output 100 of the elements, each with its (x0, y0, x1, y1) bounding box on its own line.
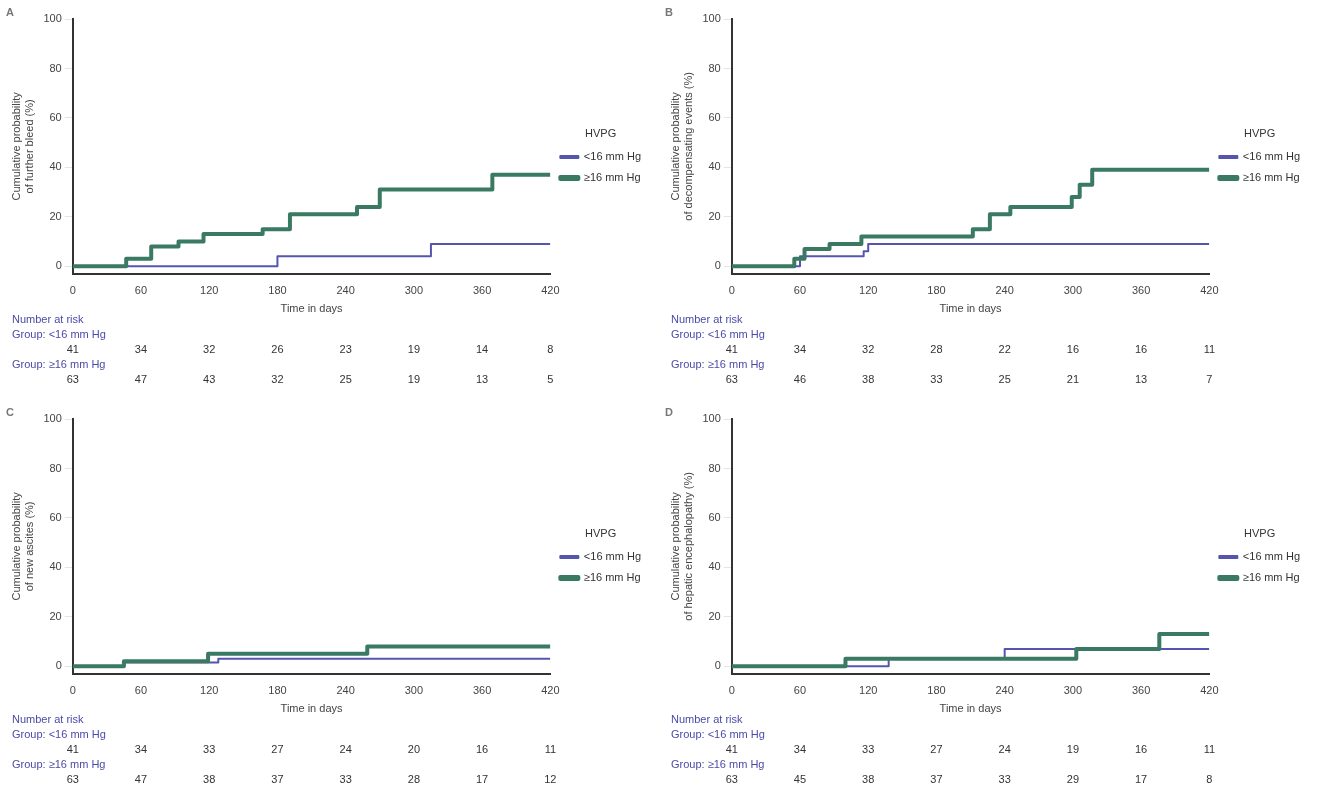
x-tick-label: 60 (134, 284, 148, 297)
text: 63 47 38 37 33 28 17 12 (66, 773, 557, 786)
x-axis-title: Time in days (280, 702, 344, 715)
x-tick-label: 60 (793, 284, 807, 297)
y-tick-label: 100 (702, 412, 721, 425)
legend-label: ≥16 mm Hg (583, 571, 641, 584)
x-tick-label: 420 (541, 684, 560, 697)
x-tick-label: 240 (336, 284, 355, 297)
x-tick-label: 120 (859, 284, 878, 297)
legend-label: ≥16 mm Hg (1242, 171, 1300, 184)
text: Group: ≥16 mm Hg (671, 758, 765, 771)
x-tick-label: 60 (793, 684, 807, 697)
chart-title: C (6, 405, 14, 418)
y-tick-label: 60 (708, 511, 721, 524)
y-axis-title: Cumulative probability of hepatic encephalopathy (%) (668, 472, 694, 621)
text: Group: <16 mm Hg (671, 328, 765, 341)
x-tick-label: 300 (404, 284, 424, 297)
chart-title: B (665, 5, 673, 18)
x-tick-label: 120 (859, 684, 878, 697)
text: Number at risk (12, 713, 85, 726)
text: 41 34 32 26 23 19 14 8 (66, 343, 554, 356)
x-tick-label: 180 (268, 684, 287, 697)
y-axis-title: Cumulative probability of decompensating events (%) (668, 72, 694, 221)
x-tick-label: 420 (1200, 684, 1219, 697)
x-tick-label: 0 (728, 684, 735, 697)
x-axis-title: Time in days (280, 302, 344, 315)
text: Number at risk (671, 713, 744, 726)
x-axis-title: Time in days (939, 702, 1003, 715)
y-tick-label: 80 (708, 61, 721, 74)
text: 41 34 33 27 24 19 16 11 (725, 743, 1216, 756)
y-tick-label: 80 (49, 461, 62, 474)
text: 63 46 38 33 25 21 13 7 (725, 373, 1213, 386)
legend-label: <16 mm Hg (1242, 150, 1301, 163)
y-axis-title: Cumulative probability of new ascites (%) (9, 491, 35, 601)
x-tick-label: 420 (1200, 284, 1219, 297)
y-tick-label: 20 (49, 609, 62, 622)
legend-label: ≥16 mm Hg (1242, 571, 1300, 584)
x-tick-label: 120 (200, 684, 219, 697)
y-tick-label: 0 (714, 659, 721, 672)
y-tick-label: 100 (702, 12, 721, 25)
x-tick-label: 0 (69, 284, 76, 297)
x-tick-label: 120 (200, 284, 219, 297)
x-tick-label: 300 (1063, 684, 1083, 697)
y-tick-label: 40 (49, 560, 62, 573)
legend-label: <16 mm Hg (583, 150, 642, 163)
y-tick-label: 20 (708, 609, 721, 622)
y-tick-label: 20 (708, 209, 721, 222)
text: Group: ≥16 mm Hg (12, 758, 106, 771)
y-tick-label: 0 (55, 259, 62, 272)
y-tick-label: 60 (49, 511, 62, 524)
text: 41 34 33 27 24 20 16 11 (66, 743, 557, 756)
y-tick-label: 0 (55, 659, 62, 672)
x-tick-label: 300 (1063, 284, 1083, 297)
x-tick-label: 240 (995, 684, 1014, 697)
y-tick-label: 20 (49, 209, 62, 222)
x-tick-label: 180 (268, 284, 287, 297)
text: 63 47 43 32 25 19 13 5 (66, 373, 554, 386)
x-tick-label: 300 (404, 684, 424, 697)
text: Group: <16 mm Hg (12, 328, 106, 341)
x-tick-label: 240 (336, 684, 355, 697)
y-tick-label: 80 (49, 61, 62, 74)
y-tick-label: 0 (714, 259, 721, 272)
legend-title: HVPG (1244, 126, 1276, 139)
y-axis-title: Cumulative probability of further bleed (%) (9, 91, 35, 201)
legend-title: HVPG (1244, 526, 1276, 539)
x-tick-label: 360 (472, 284, 492, 297)
x-tick-label: 180 (927, 284, 946, 297)
y-tick-label: 60 (708, 111, 721, 124)
x-axis-title: Time in days (939, 302, 1003, 315)
legend-label: ≥16 mm Hg (583, 171, 641, 184)
x-tick-label: 0 (728, 284, 735, 297)
y-tick-label: 40 (708, 160, 721, 173)
chart-title: D (665, 405, 673, 418)
legend-title: HVPG (585, 526, 617, 539)
x-tick-label: 180 (927, 684, 946, 697)
x-tick-label: 240 (995, 284, 1014, 297)
chart-title: A (6, 5, 14, 18)
y-tick-label: 40 (708, 560, 721, 573)
text: Group: ≥16 mm Hg (12, 358, 106, 371)
y-tick-label: 60 (49, 111, 62, 124)
legend-label: <16 mm Hg (583, 550, 642, 563)
text: Number at risk (671, 313, 744, 326)
x-tick-label: 360 (472, 684, 492, 697)
x-tick-label: 60 (134, 684, 148, 697)
x-tick-label: 360 (1131, 284, 1151, 297)
y-tick-label: 100 (43, 412, 62, 425)
y-tick-label: 100 (43, 12, 62, 25)
y-tick-label: 80 (708, 461, 721, 474)
text: 63 45 38 37 33 29 17 8 (725, 773, 1213, 786)
legend-label: <16 mm Hg (1242, 550, 1301, 563)
text: Group: ≥16 mm Hg (671, 358, 765, 371)
x-tick-label: 360 (1131, 684, 1151, 697)
text: Group: <16 mm Hg (671, 728, 765, 741)
legend-title: HVPG (585, 126, 617, 139)
text: Number at risk (12, 313, 85, 326)
y-tick-label: 40 (49, 160, 62, 173)
text: Group: <16 mm Hg (12, 728, 106, 741)
text: 41 34 32 28 22 16 16 11 (725, 343, 1216, 356)
x-tick-label: 420 (541, 284, 560, 297)
x-tick-label: 0 (69, 684, 76, 697)
